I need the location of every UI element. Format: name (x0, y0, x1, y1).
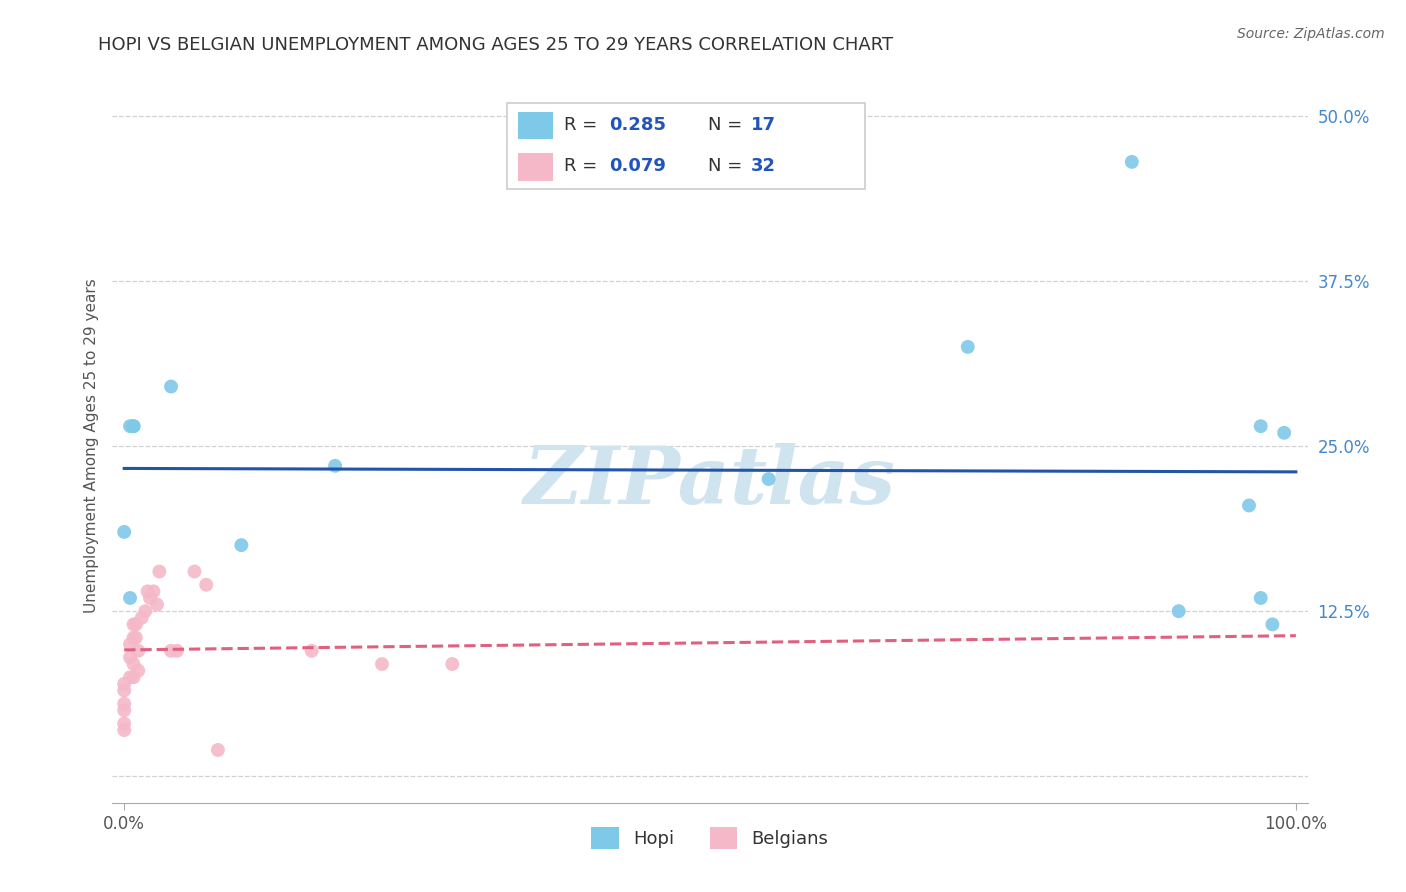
Point (183, 565, 205, 579)
Point (122, 419, 145, 434)
Y-axis label: Unemployment Among Ages 25 to 29 years: Unemployment Among Ages 25 to 29 years (83, 278, 98, 614)
Point (120, 419, 141, 434)
Point (1121, 154, 1143, 169)
Point (136, 584, 159, 599)
Point (1237, 499, 1260, 513)
Point (112, 716, 135, 731)
Point (956, 340, 979, 354)
Point (142, 584, 165, 599)
Point (1167, 604, 1189, 618)
Point (120, 637, 141, 651)
Point (125, 631, 148, 645)
Point (148, 565, 170, 579)
Point (122, 670, 145, 684)
Point (112, 697, 135, 711)
Point (1250, 591, 1272, 605)
Point (134, 604, 156, 618)
Text: ZIPatlas: ZIPatlas (524, 443, 896, 520)
Point (112, 524, 135, 539)
Point (323, 458, 346, 473)
Point (112, 703, 135, 717)
Point (301, 644, 323, 658)
Point (207, 743, 229, 757)
Point (160, 379, 183, 393)
Text: HOPI VS BELGIAN UNEMPLOYMENT AMONG AGES 25 TO 29 YEARS CORRELATION CHART: HOPI VS BELGIAN UNEMPLOYMENT AMONG AGES … (98, 36, 894, 54)
Point (1250, 419, 1272, 434)
Point (758, 472, 780, 486)
Point (441, 657, 464, 671)
Point (127, 664, 149, 678)
Point (139, 591, 162, 605)
Point (122, 631, 145, 645)
Point (146, 598, 169, 612)
Point (125, 617, 148, 632)
Point (160, 644, 183, 658)
Legend: Hopi, Belgians: Hopi, Belgians (582, 818, 838, 858)
Point (127, 644, 149, 658)
Point (231, 538, 253, 552)
Point (120, 670, 141, 684)
Point (112, 723, 135, 738)
Point (122, 617, 145, 632)
Point (112, 677, 135, 691)
Point (112, 683, 135, 698)
Point (1272, 425, 1295, 440)
Point (122, 657, 145, 671)
Point (166, 644, 188, 658)
Text: Source: ZipAtlas.com: Source: ZipAtlas.com (1237, 27, 1385, 41)
Point (122, 419, 145, 434)
Point (195, 578, 218, 592)
Point (131, 611, 153, 625)
Point (120, 591, 141, 605)
Point (371, 657, 394, 671)
Point (1261, 617, 1284, 632)
Point (120, 650, 141, 665)
